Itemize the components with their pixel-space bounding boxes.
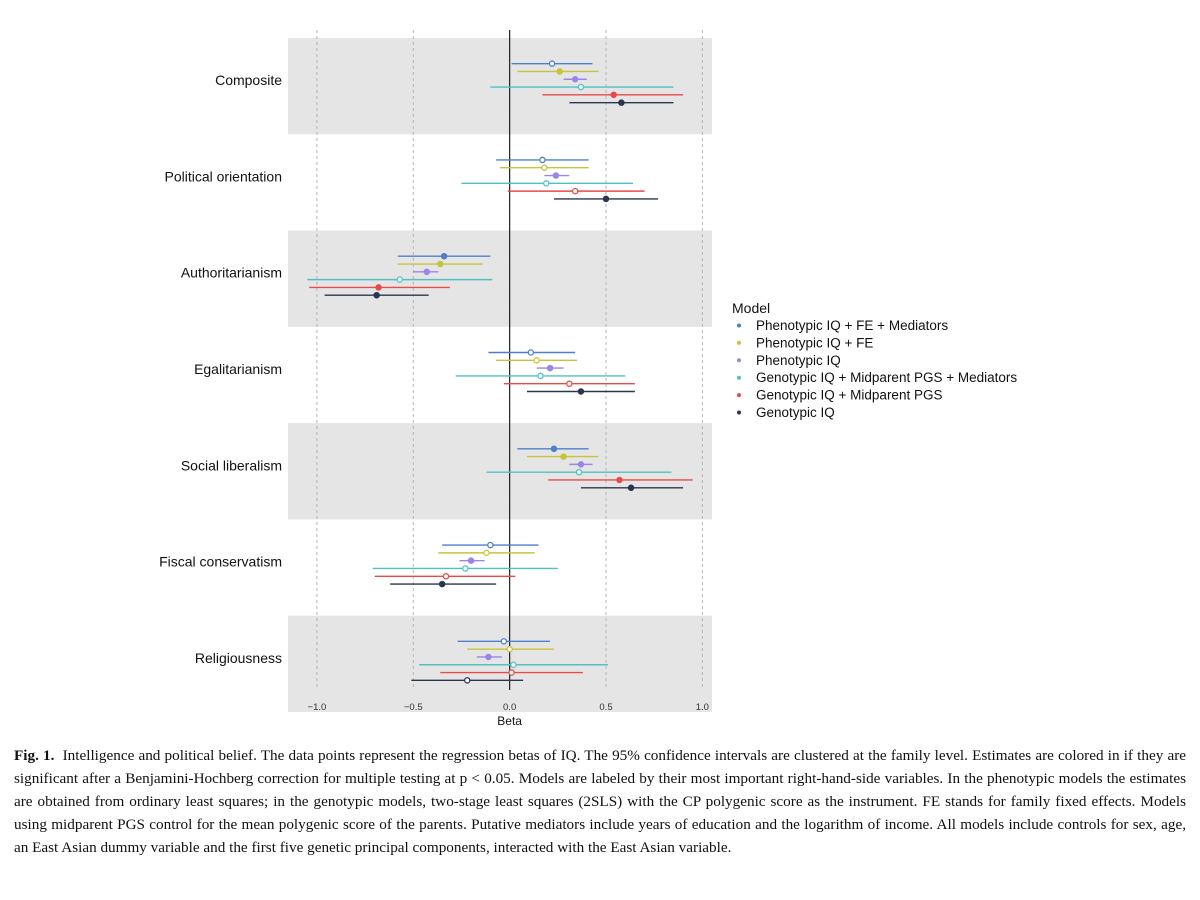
estimate-point bbox=[510, 661, 517, 669]
legend-label: Genotypic IQ + Midparent PGS bbox=[756, 388, 942, 403]
estimate-point bbox=[487, 541, 494, 549]
estimate-point bbox=[442, 573, 450, 580]
x-tick-label: 1.0 bbox=[696, 702, 709, 713]
estimate-point bbox=[577, 461, 585, 468]
estimate-point bbox=[373, 291, 380, 299]
estimate-point bbox=[571, 75, 579, 83]
estimate-point bbox=[556, 68, 563, 75]
figure-caption: Fig. 1. Intelligence and political belie… bbox=[14, 744, 1186, 859]
estimate-point bbox=[548, 60, 556, 67]
legend-title: Model bbox=[732, 300, 770, 316]
category-label: Religiousness bbox=[195, 650, 282, 666]
legend-label: Genotypic IQ + Midparent PGS + Mediators bbox=[756, 370, 1017, 385]
estimate-point bbox=[537, 372, 544, 380]
estimate-point bbox=[485, 653, 492, 661]
estimate-point bbox=[467, 557, 475, 564]
caption-label: Fig. 1. bbox=[14, 747, 55, 764]
chart-canvas: −1.0 −0.5 0.0 0.5 1.0 Beta Composite Political … bbox=[159, 30, 1017, 728]
category-band bbox=[288, 615, 712, 712]
category-band bbox=[288, 423, 712, 520]
category-band bbox=[288, 38, 712, 135]
coefficient-plot: −1.0 −0.5 0.0 0.5 1.0 Beta Composite Political … bbox=[159, 30, 1017, 728]
estimate-point bbox=[375, 284, 382, 291]
estimate-point bbox=[396, 276, 404, 283]
category-label: Authoritarianism bbox=[181, 265, 282, 281]
legend-marker bbox=[737, 393, 741, 398]
estimate-point bbox=[506, 645, 513, 653]
category-label: Egalitarianism bbox=[194, 361, 282, 377]
estimate-point bbox=[610, 91, 617, 99]
x-axis-title: Beta bbox=[497, 714, 522, 728]
estimate-point bbox=[423, 268, 431, 276]
estimate-point bbox=[560, 453, 567, 460]
estimate-point bbox=[571, 187, 579, 195]
estimate-point bbox=[575, 468, 583, 476]
legend-marker bbox=[737, 410, 741, 415]
x-tick-label: 0.0 bbox=[503, 702, 516, 713]
estimate-point bbox=[627, 484, 635, 492]
category-label: Fiscal conservatism bbox=[159, 554, 282, 570]
legend-label: Phenotypic IQ + FE bbox=[756, 335, 873, 350]
estimate-point bbox=[543, 180, 550, 187]
estimate-point bbox=[602, 195, 610, 203]
legend-marker bbox=[737, 340, 741, 345]
estimate-point bbox=[483, 549, 490, 557]
estimate-point bbox=[566, 380, 573, 387]
estimate-point bbox=[462, 565, 469, 572]
estimate-point bbox=[618, 99, 625, 106]
x-tick-label: −1.0 bbox=[308, 702, 327, 713]
x-tick-label: −0.5 bbox=[404, 702, 423, 713]
legend-marker bbox=[737, 323, 741, 328]
estimate-point bbox=[500, 638, 508, 645]
estimate-point bbox=[437, 260, 444, 268]
category-band bbox=[288, 230, 712, 327]
estimate-point bbox=[463, 677, 471, 684]
estimate-point bbox=[438, 580, 446, 588]
estimate-point bbox=[577, 83, 585, 91]
category-label: Social liberalism bbox=[181, 457, 282, 473]
legend-label: Genotypic IQ bbox=[756, 405, 835, 420]
x-tick-label: 0.5 bbox=[599, 702, 612, 713]
estimate-point bbox=[539, 156, 546, 164]
estimate-point bbox=[550, 445, 558, 453]
estimate-point bbox=[527, 349, 535, 356]
category-label: Composite bbox=[215, 72, 282, 88]
estimate-point bbox=[508, 669, 515, 676]
caption-text: Intelligence and political belief. The d… bbox=[14, 747, 1187, 856]
estimate-point bbox=[552, 172, 560, 179]
legend-label: Phenotypic IQ bbox=[756, 353, 841, 368]
legend-marker bbox=[737, 375, 741, 380]
estimate-point bbox=[546, 364, 554, 372]
estimate-point bbox=[533, 357, 540, 364]
estimate-point bbox=[616, 476, 623, 484]
legend-label: Phenotypic IQ + FE + Mediators bbox=[756, 318, 948, 333]
estimate-point bbox=[541, 164, 548, 171]
estimate-point bbox=[577, 388, 585, 395]
legend-marker bbox=[737, 358, 741, 363]
category-label: Political orientation bbox=[164, 168, 282, 184]
estimate-point bbox=[440, 252, 448, 260]
